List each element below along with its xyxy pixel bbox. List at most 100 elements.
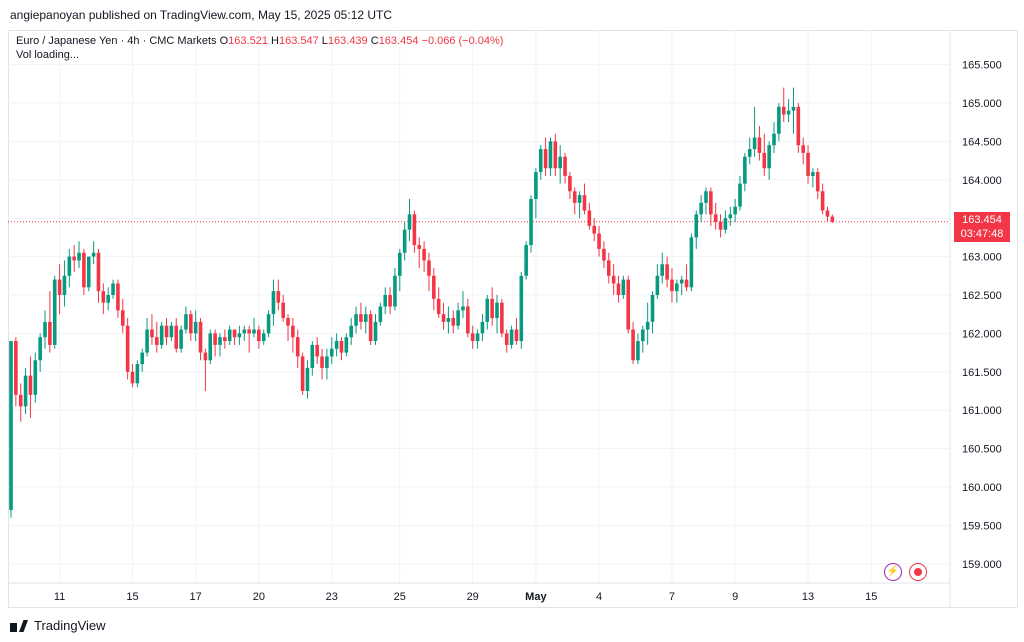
candle[interactable]	[548, 137, 553, 176]
candle[interactable]	[62, 260, 67, 307]
candle[interactable]	[660, 252, 665, 284]
candle[interactable]	[466, 298, 470, 338]
candle[interactable]	[52, 275, 57, 349]
candle[interactable]	[645, 302, 650, 345]
candle[interactable]	[767, 141, 771, 180]
candle[interactable]	[509, 325, 514, 349]
candle[interactable]	[572, 187, 577, 215]
candle[interactable]	[18, 383, 23, 422]
candle[interactable]	[300, 352, 305, 395]
candle[interactable]	[203, 348, 208, 391]
candle[interactable]	[159, 321, 164, 349]
candle[interactable]	[145, 318, 149, 357]
candle[interactable]	[723, 210, 728, 234]
candle[interactable]	[184, 306, 188, 334]
candle[interactable]	[252, 318, 256, 338]
candle[interactable]	[339, 337, 344, 361]
candle[interactable]	[315, 337, 319, 365]
candle[interactable]	[743, 152, 747, 192]
candle[interactable]	[247, 325, 251, 353]
candle[interactable]	[9, 341, 13, 518]
candle[interactable]	[684, 264, 689, 292]
symbol-title[interactable]: Euro / Japanese Yen · 4h · CMC Markets	[16, 35, 217, 47]
candle[interactable]	[72, 245, 76, 272]
candle[interactable]	[485, 294, 490, 330]
candle[interactable]	[398, 248, 402, 292]
candle[interactable]	[140, 348, 145, 372]
candle[interactable]	[475, 329, 480, 349]
candle[interactable]	[232, 329, 237, 345]
candle[interactable]	[587, 202, 592, 230]
candle[interactable]	[636, 333, 640, 365]
candle[interactable]	[38, 333, 42, 372]
candle[interactable]	[699, 195, 703, 223]
candle[interactable]	[101, 283, 106, 315]
candle[interactable]	[621, 275, 626, 299]
candle[interactable]	[641, 325, 645, 353]
candle[interactable]	[193, 310, 198, 342]
candle[interactable]	[470, 325, 475, 349]
candle[interactable]	[169, 321, 174, 342]
candle[interactable]	[295, 329, 300, 368]
candle[interactable]	[164, 318, 169, 345]
candle[interactable]	[616, 275, 621, 303]
record-icon[interactable]	[909, 563, 927, 581]
candle[interactable]	[519, 271, 524, 349]
candle[interactable]	[227, 325, 232, 345]
candle[interactable]	[179, 325, 183, 353]
candle[interactable]	[96, 248, 101, 303]
candle[interactable]	[281, 294, 285, 322]
candle[interactable]	[174, 318, 179, 353]
candle[interactable]	[830, 214, 835, 223]
candle[interactable]	[777, 102, 781, 142]
candle[interactable]	[218, 333, 222, 357]
candle[interactable]	[801, 137, 805, 165]
candle[interactable]	[155, 321, 159, 353]
candle[interactable]	[363, 306, 368, 334]
candle[interactable]	[791, 87, 796, 134]
candle[interactable]	[325, 348, 329, 380]
candle[interactable]	[427, 252, 431, 292]
candle[interactable]	[665, 256, 669, 288]
candle[interactable]	[796, 102, 801, 153]
candle[interactable]	[77, 241, 81, 269]
candle[interactable]	[679, 275, 684, 295]
candle[interactable]	[786, 99, 791, 123]
candle[interactable]	[441, 302, 446, 330]
candle[interactable]	[495, 294, 499, 334]
candle[interactable]	[577, 191, 582, 219]
candle[interactable]	[130, 364, 135, 388]
candle[interactable]	[198, 318, 203, 361]
candle[interactable]	[772, 122, 776, 153]
candle[interactable]	[237, 325, 242, 345]
candle[interactable]	[125, 318, 130, 380]
candle[interactable]	[733, 198, 737, 223]
candle[interactable]	[266, 310, 271, 338]
candle[interactable]	[257, 325, 261, 349]
candle[interactable]	[23, 367, 28, 415]
candle[interactable]	[563, 152, 567, 184]
candle[interactable]	[33, 352, 38, 403]
candle[interactable]	[709, 187, 713, 226]
candle[interactable]	[747, 137, 752, 165]
candle[interactable]	[694, 210, 699, 249]
candle[interactable]	[43, 310, 47, 349]
candle[interactable]	[242, 325, 247, 342]
candle[interactable]	[480, 314, 485, 342]
candle[interactable]	[135, 360, 140, 388]
candle[interactable]	[329, 337, 334, 365]
candle[interactable]	[189, 310, 193, 342]
candle[interactable]	[582, 183, 587, 215]
candle[interactable]	[597, 225, 601, 257]
candle[interactable]	[689, 233, 694, 292]
candle[interactable]	[305, 360, 310, 399]
candle[interactable]	[383, 287, 388, 315]
candle[interactable]	[675, 279, 679, 303]
candle[interactable]	[407, 198, 412, 242]
candle[interactable]	[504, 329, 509, 353]
candle[interactable]	[276, 279, 281, 311]
candle[interactable]	[436, 287, 441, 319]
candle[interactable]	[752, 106, 757, 157]
candle[interactable]	[558, 145, 562, 184]
candle[interactable]	[354, 306, 358, 334]
